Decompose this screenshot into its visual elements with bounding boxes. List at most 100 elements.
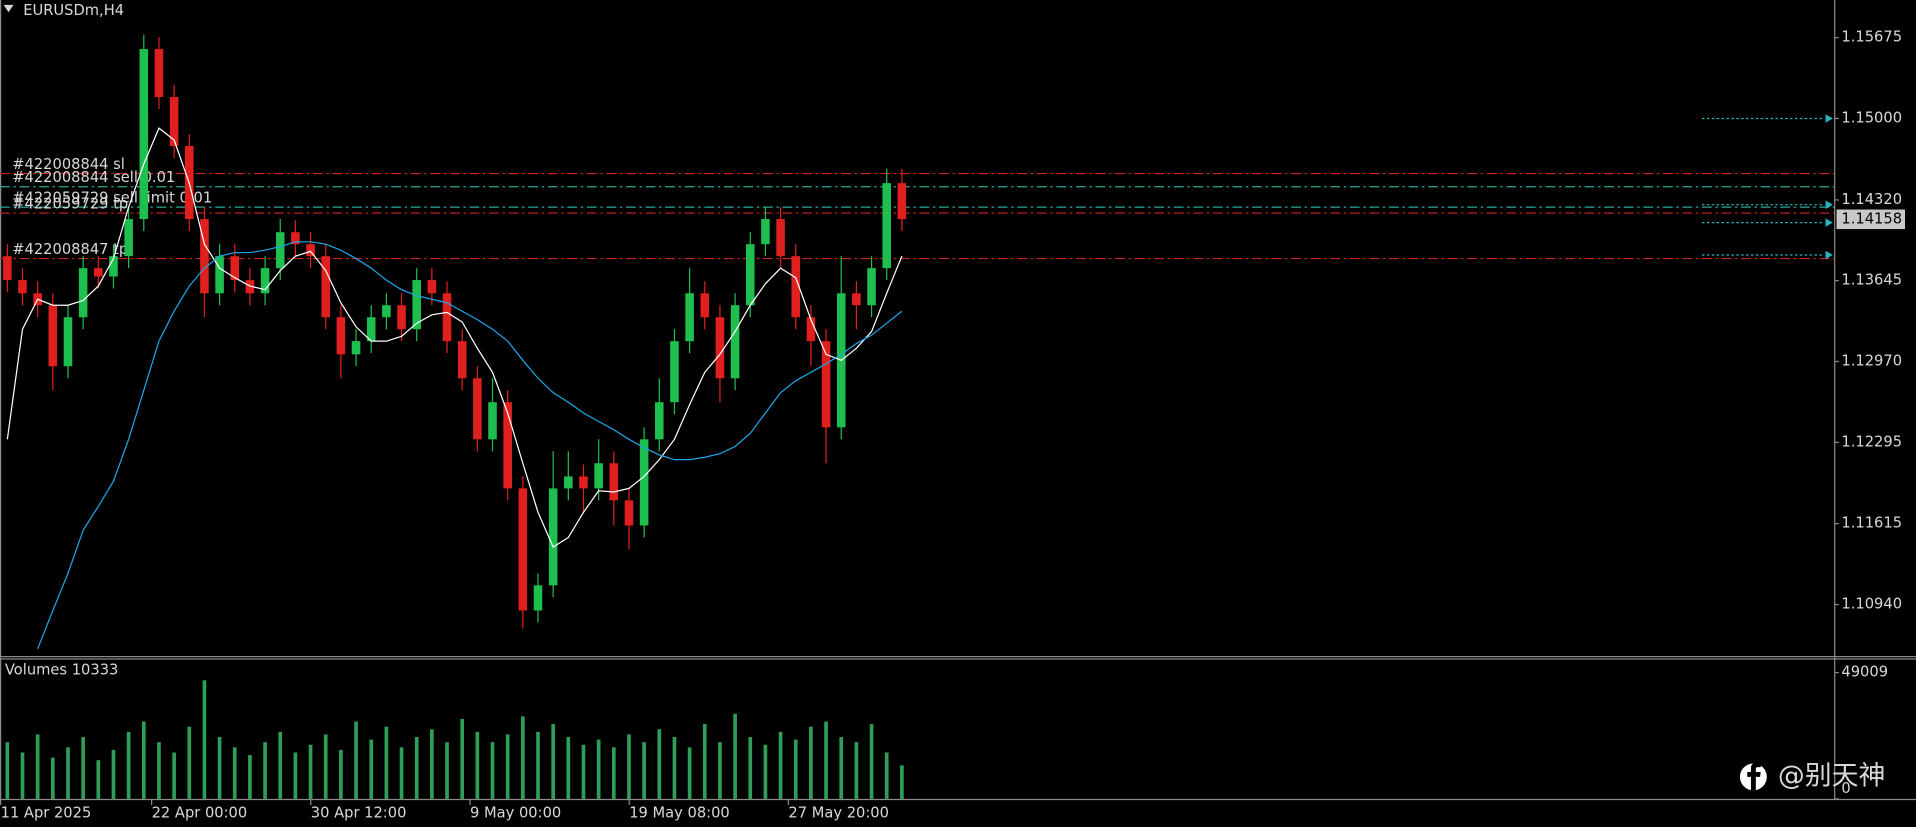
candle-body [260, 268, 270, 294]
volume-bar [460, 718, 465, 799]
volume-bar [217, 737, 222, 799]
candle-body [94, 268, 103, 277]
volume-bar [308, 744, 313, 799]
candle-body [821, 341, 831, 428]
candle-body [639, 439, 649, 526]
volume-bar [66, 747, 70, 799]
candle-body [139, 49, 149, 220]
candle-body [533, 585, 543, 611]
x-tick-label: 22 Apr 00:00 [152, 805, 248, 822]
candle-body [306, 244, 315, 257]
volume-bar [354, 721, 358, 799]
candle-body [336, 317, 346, 355]
volume-bar [596, 739, 601, 799]
candle-body [457, 341, 467, 379]
volume-bar [809, 726, 813, 799]
x-tick-label: 11 Apr 2025 [1, 805, 92, 822]
candle-body [564, 476, 573, 489]
volume-bar [141, 721, 146, 799]
volume-bar [733, 713, 737, 799]
y-tick-label: 1.13645 [1841, 272, 1902, 289]
volume-bar [687, 747, 692, 799]
chart-title: EURUSDm,H4 [23, 2, 124, 19]
candle-body [124, 219, 133, 257]
candle-body [730, 305, 740, 379]
candle-body [291, 232, 300, 245]
volume-bar [232, 747, 237, 799]
candle-body [882, 183, 891, 269]
candle-body [548, 488, 558, 586]
candle-body [3, 256, 12, 281]
candle-body [215, 256, 224, 294]
volume-bar [187, 726, 192, 799]
candle-body [473, 378, 482, 440]
candle-body [655, 402, 664, 440]
volume-bar [263, 742, 267, 799]
volume-bar [884, 752, 889, 799]
volume-bar [384, 726, 389, 799]
candle-body [745, 244, 755, 306]
candle-body [109, 256, 118, 277]
volume-bar [824, 721, 828, 799]
volume-bar [778, 731, 783, 799]
candle-body [230, 256, 240, 281]
watermark: @别天神 [1778, 760, 1886, 791]
candle-body [867, 268, 876, 306]
candle-body [897, 183, 907, 220]
volume-bar [96, 760, 101, 799]
candle-body [154, 49, 164, 97]
y-tick-label: 1.11615 [1841, 515, 1902, 532]
volume-bar [536, 731, 540, 799]
volume-bar [839, 737, 844, 799]
y-tick-label: 1.14320 [1841, 191, 1902, 208]
volume-bar [399, 747, 404, 799]
volume-bar [672, 737, 677, 799]
order-label: #422008844 sell 0.01 [12, 169, 175, 186]
volume-bar [111, 749, 116, 799]
volume-bar [642, 742, 646, 799]
volume-bar [126, 731, 131, 799]
volume-bar [430, 729, 434, 799]
volume-title: Volumes 10333 [5, 662, 118, 679]
price-marker-arrow [1825, 200, 1833, 209]
volume-bar [157, 742, 161, 799]
volume-bar [445, 742, 449, 799]
candle-body [670, 341, 679, 403]
volume-bar [657, 729, 662, 799]
volume-bar [475, 731, 480, 799]
candle-body [715, 317, 725, 379]
candle-body [366, 317, 376, 342]
candle-body [609, 463, 619, 501]
volume-bar [35, 734, 40, 799]
volume-bar [869, 724, 874, 799]
x-tick-label: 9 May 00:00 [470, 805, 561, 822]
candle-body [806, 317, 816, 342]
y-tick-label: 0 [1841, 780, 1850, 797]
candle-body [78, 268, 88, 318]
candle-body [200, 219, 209, 294]
order-label: #422008844 sl [12, 156, 125, 173]
volume-bar [627, 734, 631, 799]
y-tick-label: 1.10940 [1841, 596, 1902, 613]
current-price-label: 1.14158 [1841, 210, 1902, 227]
candle-body [321, 256, 331, 318]
candle-body [776, 219, 785, 257]
candle-body [503, 402, 512, 489]
candle-body [275, 232, 285, 269]
candle-body [852, 293, 861, 306]
price-marker-arrow [1825, 114, 1833, 123]
x-tick-label: 30 Apr 12:00 [311, 805, 407, 822]
candle-body [791, 256, 801, 318]
symbol-menu-arrow[interactable] [3, 4, 14, 13]
volume-bar [551, 724, 555, 799]
candle-body [579, 476, 588, 489]
candle-body [382, 305, 391, 318]
volume-bar [702, 724, 707, 799]
candle-body [169, 96, 179, 147]
moving-average [6, 127, 903, 548]
candle-body [442, 293, 452, 342]
volume-bar [339, 749, 343, 799]
y-tick-label: 1.15000 [1841, 110, 1902, 127]
volume-bar [81, 737, 85, 799]
